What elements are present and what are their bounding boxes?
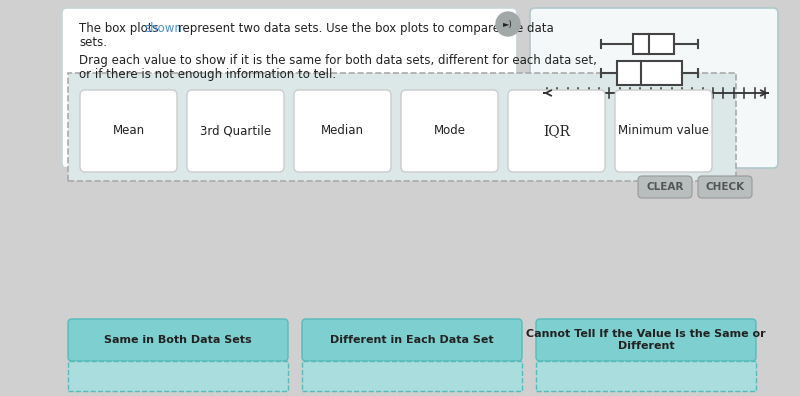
Text: Different in Each Data Set: Different in Each Data Set: [330, 335, 494, 345]
Text: 3rd Quartile: 3rd Quartile: [200, 124, 271, 137]
Text: IQR: IQR: [543, 124, 570, 138]
Text: Drag each value to show if it is the same for both data sets, different for each: Drag each value to show if it is the sam…: [79, 54, 597, 67]
FancyBboxPatch shape: [530, 8, 778, 168]
Text: Cannot Tell If the Value Is the Same or
Different: Cannot Tell If the Value Is the Same or …: [526, 329, 766, 351]
FancyBboxPatch shape: [638, 176, 692, 198]
Text: shown: shown: [144, 22, 182, 35]
FancyBboxPatch shape: [294, 90, 391, 172]
Text: CLEAR: CLEAR: [646, 182, 684, 192]
Text: Median: Median: [321, 124, 364, 137]
Text: CHECK: CHECK: [706, 182, 745, 192]
Bar: [68, 73, 736, 181]
FancyBboxPatch shape: [80, 90, 177, 172]
Bar: [536, 361, 756, 391]
Bar: [618, 61, 682, 85]
Text: Mode: Mode: [434, 124, 466, 137]
FancyBboxPatch shape: [615, 90, 712, 172]
Bar: [68, 361, 288, 391]
FancyBboxPatch shape: [536, 319, 756, 361]
FancyBboxPatch shape: [698, 176, 752, 198]
Text: sets.: sets.: [79, 36, 107, 49]
Bar: [634, 34, 674, 54]
Text: Mean: Mean: [113, 124, 145, 137]
Text: Same in Both Data Sets: Same in Both Data Sets: [104, 335, 252, 345]
Text: represent two data sets. Use the box plots to compare the data: represent two data sets. Use the box plo…: [174, 22, 554, 35]
FancyBboxPatch shape: [302, 319, 522, 361]
Circle shape: [496, 12, 520, 36]
Text: The box plots: The box plots: [79, 22, 162, 35]
Bar: [302, 361, 522, 391]
FancyBboxPatch shape: [187, 90, 284, 172]
FancyBboxPatch shape: [508, 90, 605, 172]
Text: Minimum value: Minimum value: [618, 124, 709, 137]
FancyBboxPatch shape: [68, 319, 288, 361]
Text: or if there is not enough information to tell.: or if there is not enough information to…: [79, 68, 336, 81]
FancyBboxPatch shape: [62, 8, 517, 168]
Text: ►): ►): [503, 19, 513, 29]
FancyBboxPatch shape: [401, 90, 498, 172]
